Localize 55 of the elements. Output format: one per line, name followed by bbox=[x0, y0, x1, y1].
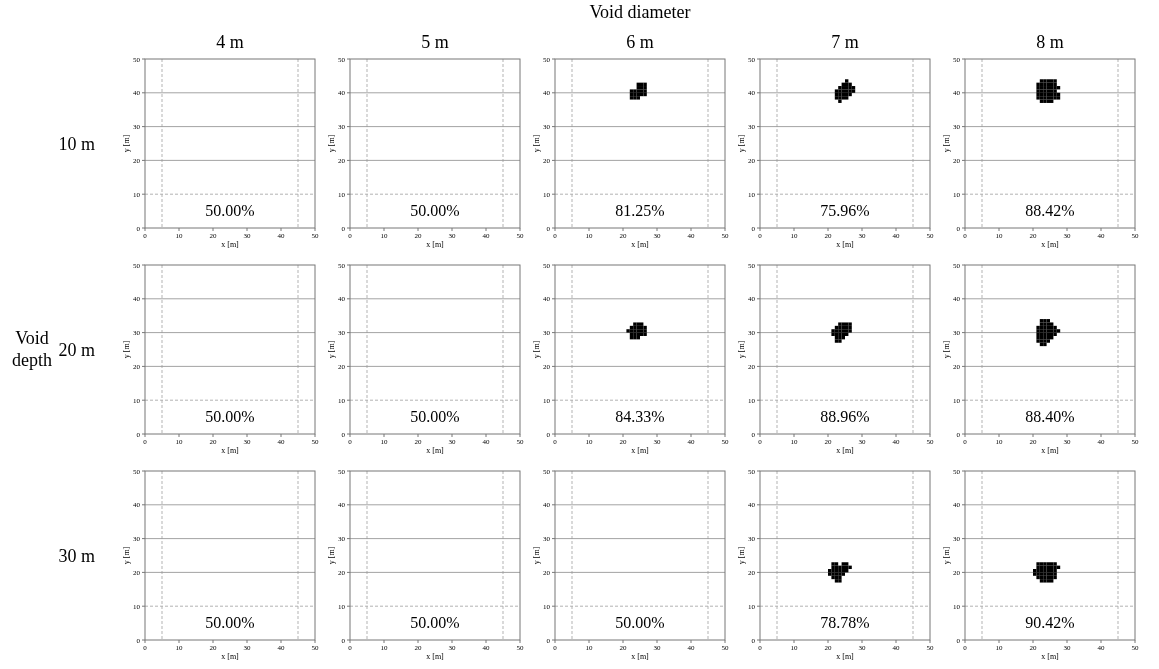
x-axis-title: x [m] bbox=[836, 240, 855, 249]
text: 10 m bbox=[58, 133, 95, 154]
y-axis-title: y [m] bbox=[327, 340, 336, 359]
annotation: 90.42% bbox=[1025, 614, 1075, 631]
text: Void depth bbox=[12, 327, 52, 370]
annotation: 50.00% bbox=[410, 408, 460, 425]
x-axis-title: x [m] bbox=[426, 240, 445, 249]
annotation: 88.42% bbox=[1025, 202, 1075, 219]
y-axis-title: y [m] bbox=[532, 134, 541, 153]
y-axis-title: y [m] bbox=[942, 134, 951, 153]
chart-title: Void diameter bbox=[589, 2, 691, 22]
y-axis-title: y [m] bbox=[737, 134, 746, 153]
y-axis-title: y [m] bbox=[122, 546, 131, 565]
annotation: 50.00% bbox=[205, 202, 255, 219]
annotation: 84.33% bbox=[615, 408, 665, 425]
y-axis-title: y [m] bbox=[532, 340, 541, 359]
y-axis-title: y [m] bbox=[122, 340, 131, 359]
text: 20 m bbox=[58, 339, 95, 360]
y-axis-title: y [m] bbox=[737, 546, 746, 565]
text: 30 m bbox=[58, 545, 95, 566]
x-axis-title: x [m] bbox=[426, 446, 445, 455]
x-axis-title: x [m] bbox=[221, 652, 240, 661]
x-axis-title: x [m] bbox=[631, 240, 650, 249]
annotation: 50.00% bbox=[205, 408, 255, 425]
x-axis-title: x [m] bbox=[426, 652, 445, 661]
annotation: 88.96% bbox=[820, 408, 870, 425]
x-axis-title: x [m] bbox=[631, 652, 650, 661]
annotation: 75.96% bbox=[820, 202, 870, 219]
y-axis-title: y [m] bbox=[327, 134, 336, 153]
x-axis-title: x [m] bbox=[1041, 446, 1060, 455]
chart-title: 8 m bbox=[1036, 32, 1064, 52]
annotation: 50.00% bbox=[615, 614, 665, 631]
chart-title: 7 m bbox=[831, 32, 859, 52]
x-axis-title: x [m] bbox=[836, 652, 855, 661]
chart-title: 5 m bbox=[421, 32, 449, 52]
annotation: 50.00% bbox=[205, 614, 255, 631]
annotation: 81.25% bbox=[615, 202, 665, 219]
y-axis-title: y [m] bbox=[942, 546, 951, 565]
y-axis-title: y [m] bbox=[532, 546, 541, 565]
chart-title: 4 m bbox=[216, 32, 244, 52]
annotation: 50.00% bbox=[410, 202, 460, 219]
y-axis-title: y [m] bbox=[122, 134, 131, 153]
y-axis-title: y [m] bbox=[942, 340, 951, 359]
x-axis-title: x [m] bbox=[836, 446, 855, 455]
x-axis-title: x [m] bbox=[221, 240, 240, 249]
chart-subtitle: 6 m bbox=[626, 32, 654, 52]
y-axis-title: y [m] bbox=[327, 546, 336, 565]
annotation: 78.78% bbox=[820, 614, 870, 631]
x-axis-title: x [m] bbox=[221, 446, 240, 455]
x-axis-title: x [m] bbox=[1041, 652, 1060, 661]
annotation: 88.40% bbox=[1025, 408, 1075, 425]
annotation: 50.00% bbox=[410, 614, 460, 631]
x-axis-title: x [m] bbox=[1041, 240, 1060, 249]
y-axis-title: y [m] bbox=[737, 340, 746, 359]
x-axis-title: x [m] bbox=[631, 446, 650, 455]
